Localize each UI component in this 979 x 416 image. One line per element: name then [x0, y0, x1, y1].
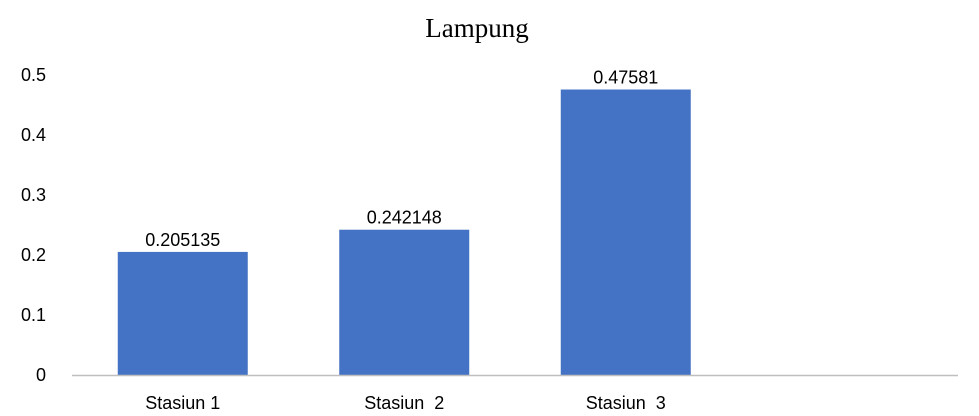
y-axis: 0 0.1 0.2 0.3 0.4 0.5	[21, 65, 46, 385]
y-tick-label: 0.2	[21, 245, 46, 265]
bar	[117, 251, 248, 375]
x-axis: Stasiun 1 Stasiun 2 Stasiun 3	[145, 393, 666, 413]
bar	[339, 229, 470, 375]
y-tick-label: 0.1	[21, 305, 46, 325]
bar	[560, 89, 691, 375]
data-label: 0.47581	[593, 68, 658, 88]
data-label: 0.205135	[145, 230, 220, 250]
y-tick-label: 0.4	[21, 125, 46, 145]
x-tick-label: Stasiun 2	[364, 393, 444, 413]
bar-series	[117, 89, 691, 375]
data-label: 0.242148	[367, 208, 442, 228]
chart-title: Lampung	[425, 13, 528, 43]
data-labels: 0.205135 0.242148 0.47581	[145, 68, 658, 250]
y-tick-label: 0.5	[21, 65, 46, 85]
y-tick-label: 0	[36, 365, 46, 385]
y-tick-label: 0.3	[21, 185, 46, 205]
x-tick-label: Stasiun 1	[145, 393, 220, 413]
x-tick-label: Stasiun 3	[586, 393, 666, 413]
